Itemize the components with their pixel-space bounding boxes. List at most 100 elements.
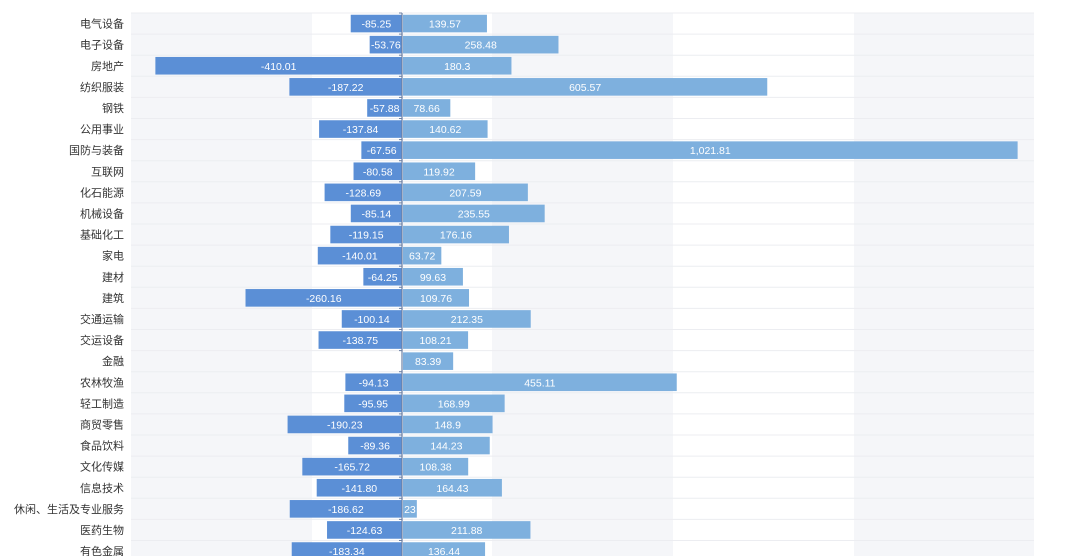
negative-bar	[361, 141, 402, 159]
positive-value-label: 207.59	[449, 187, 481, 199]
positive-bar	[403, 373, 677, 392]
category-label: 文化传媒	[80, 460, 124, 474]
negative-bar	[317, 246, 402, 265]
zero-axis	[399, 12, 403, 556]
positive-value-label: 180.3	[444, 61, 470, 73]
category-label: 信息技术	[80, 481, 124, 495]
category-label: 商贸零售	[80, 417, 124, 431]
negative-bar	[330, 225, 402, 244]
positive-bar	[403, 394, 505, 413]
positive-bar	[403, 183, 528, 202]
positive-value-label: 211.88	[451, 525, 482, 537]
category-label: 建材	[102, 270, 124, 284]
negative-value-label: -64.25	[368, 272, 398, 284]
negative-bar	[324, 183, 402, 202]
category-label: 钢铁	[102, 102, 124, 115]
positive-value-label: 168.99	[438, 398, 470, 410]
value-labels: -85.25 139.57 -53.76 258.48 -410.01 180.3 -187…	[261, 19, 731, 556]
category-label: 食品饮料	[80, 439, 124, 453]
negative-value-label: -183.34	[329, 546, 365, 556]
row-separators	[131, 12, 1034, 541]
category-label: 电子设备	[80, 38, 124, 52]
positive-bar	[403, 289, 470, 307]
negative-value-label: -89.36	[360, 441, 390, 453]
positive-bar	[403, 246, 442, 265]
negative-value-label: -140.01	[342, 251, 378, 263]
positive-bar	[403, 162, 476, 181]
negative-bar	[316, 478, 402, 497]
positive-value-label: 63.72	[409, 251, 435, 263]
positive-value-label: 108.21	[419, 335, 451, 347]
negative-value-label: -94.13	[359, 377, 389, 389]
positive-bar	[403, 478, 502, 497]
grid-band	[131, 13, 312, 556]
negative-bar	[344, 394, 402, 413]
negative-value-label: -57.88	[370, 103, 400, 115]
positive-bar	[403, 14, 487, 33]
category-label: 交运设备	[80, 333, 124, 347]
negative-value-label: -165.72	[334, 462, 370, 474]
positive-value-label: 139.57	[429, 19, 461, 31]
category-label: 农林牧渔	[80, 375, 124, 389]
positive-bar	[403, 99, 451, 117]
negative-value-label: -95.95	[358, 398, 388, 410]
negative-bar	[155, 56, 402, 75]
positive-bar	[403, 352, 454, 370]
negative-bar	[348, 436, 402, 455]
positive-value-label: 455.11	[524, 377, 555, 389]
category-labels: 电气设备电子设备房地产纺织服装钢铁公用事业国防与装备互联网化石能源机械设备基础化…	[14, 17, 124, 556]
positive-value-label: 108.38	[420, 462, 452, 474]
negative-bar	[341, 310, 402, 328]
positive-value-label: 605.57	[569, 82, 601, 94]
category-label: 休闲、生活及专业服务	[14, 502, 124, 516]
negative-bar	[363, 267, 402, 286]
positive-value-label: 140.62	[429, 124, 461, 136]
category-label: 轻工制造	[80, 396, 124, 410]
negative-value-label: -410.01	[261, 61, 297, 73]
positive-value-label: 176.16	[440, 230, 472, 242]
positive-value-label: 164.43	[436, 483, 468, 495]
negative-value-label: -119.15	[349, 230, 384, 242]
negative-bar	[353, 162, 402, 181]
category-label: 基础化工	[80, 228, 124, 242]
positive-bar	[403, 331, 469, 349]
positive-value-label: 78.66	[414, 103, 440, 115]
category-label: 交通运输	[80, 312, 124, 326]
positive-bar	[403, 267, 463, 286]
negative-bar	[367, 99, 402, 117]
negative-bar	[245, 289, 402, 307]
positive-bar	[403, 457, 469, 476]
positive-value-label: 109.76	[420, 293, 452, 305]
negative-value-label: -67.56	[367, 145, 397, 157]
positive-value-label: 148.9	[435, 419, 461, 431]
negative-bar	[287, 415, 402, 434]
negative-bar	[350, 14, 402, 33]
positive-bar	[403, 78, 768, 96]
positive-value-label: 99.63	[420, 272, 446, 284]
negative-value-label: -80.58	[363, 166, 393, 178]
category-label: 公用事业	[80, 123, 124, 136]
grid-band	[854, 13, 1034, 556]
negative-bar	[350, 204, 402, 223]
category-label: 化石能源	[80, 185, 124, 199]
negative-bar	[369, 35, 402, 54]
negative-bar	[318, 331, 402, 349]
positive-bar	[403, 521, 531, 539]
negative-value-label: -186.62	[328, 504, 364, 516]
bars	[155, 14, 1018, 556]
positive-bar	[403, 120, 488, 138]
positive-value-label: 212.35	[451, 314, 483, 326]
positive-bar	[403, 141, 1018, 159]
negative-bar	[345, 373, 402, 392]
positive-bar	[403, 204, 545, 223]
positive-bar	[403, 500, 417, 518]
positive-bar	[403, 415, 493, 434]
category-label: 纺织服装	[80, 80, 124, 94]
category-label: 国防与装备	[69, 143, 124, 157]
category-label: 家电	[102, 249, 124, 263]
positive-value-label: 119.92	[423, 166, 454, 178]
positive-value-label: 258.48	[465, 40, 497, 52]
background-bands	[131, 13, 1034, 556]
negative-value-label: -137.84	[343, 124, 379, 136]
negative-value-label: -124.63	[347, 525, 383, 537]
